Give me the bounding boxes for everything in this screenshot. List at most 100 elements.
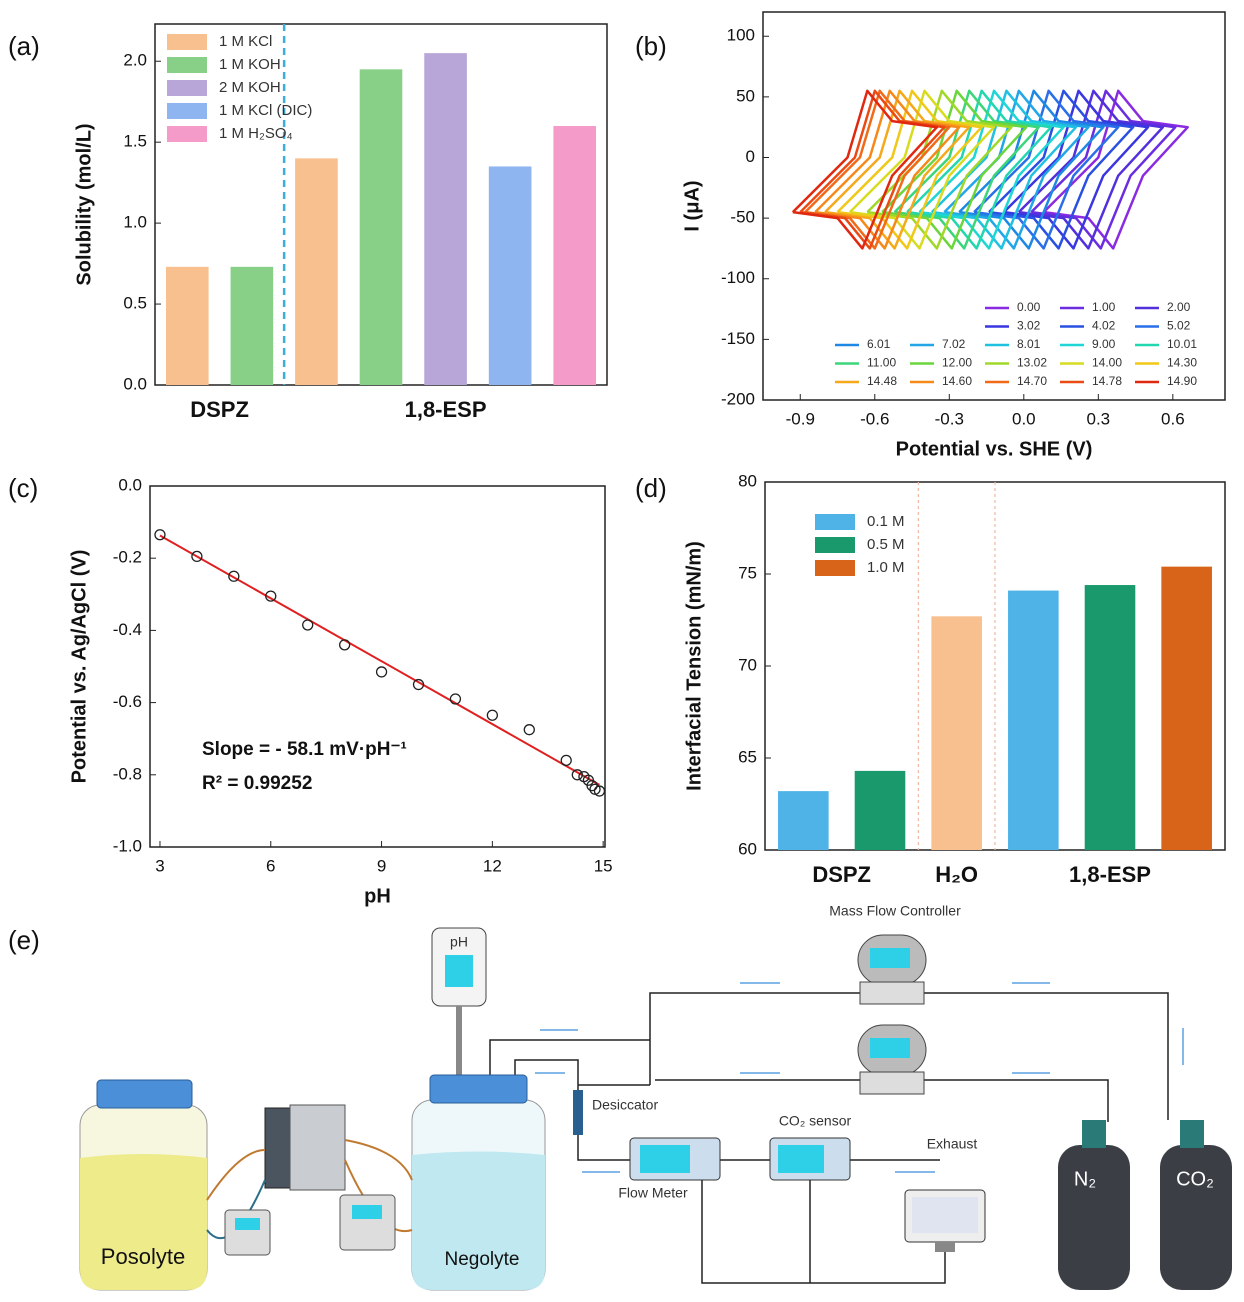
legend-label: 14.60 [942, 374, 972, 388]
cv-curve [814, 89, 961, 250]
y-tick-label: -100 [721, 268, 755, 287]
cv-curve [799, 89, 946, 250]
group-label: DSPZ [190, 397, 249, 422]
cv-curve [893, 89, 1040, 250]
legend-swatch [167, 57, 207, 73]
x-tick-label: -0.3 [935, 409, 964, 428]
plot-frame [762, 11, 1226, 401]
group-label: 1,8-ESP [405, 397, 487, 422]
legend-label: 8.01 [1017, 337, 1041, 351]
desiccator [573, 1090, 583, 1135]
data-point [449, 693, 462, 705]
flow-meter [629, 1137, 721, 1181]
y-tick-label: -150 [721, 329, 755, 348]
y-tick-label: 1.0 [123, 213, 147, 232]
fit-line [159, 534, 600, 786]
legend-label: 0.5 M [867, 536, 905, 553]
y-axis-title: Interfacial Tension (mN/m) [683, 541, 705, 791]
diagram: (e) Mass Flow Controller pH [8, 903, 1232, 1291]
label: Flow Meter [618, 1185, 688, 1201]
x-tick-label: 6 [266, 856, 275, 875]
y-tick-label: 0.0 [123, 374, 147, 393]
legend-label: 1.0 M [867, 559, 905, 576]
panel-label: (c) [8, 473, 38, 503]
cv-curve [804, 89, 951, 250]
group-label: 1,8-ESP [1069, 862, 1151, 887]
data-point [191, 550, 203, 563]
data-point [486, 709, 499, 721]
legend-swatch [815, 560, 855, 576]
computer [904, 1189, 986, 1252]
legend-label: 10.01 [1167, 337, 1197, 351]
data-point [523, 724, 535, 736]
legend-label: 12.00 [942, 356, 972, 370]
y-tick-label: 0.0 [118, 475, 142, 494]
legend-label: 1 M KOH [219, 56, 281, 73]
legend-label: 14.00 [1092, 356, 1122, 370]
bar [359, 69, 403, 385]
x-axis-title: pH [364, 885, 391, 907]
gas-cylinder [1058, 1120, 1232, 1290]
x-tick-label: 0.0 [1012, 409, 1036, 428]
arrows [535, 982, 1184, 1173]
legend-label: 14.78 [1092, 374, 1122, 388]
legend-label: 1 M KCl (DIC) [219, 102, 312, 119]
legend-label: 13.02 [1017, 356, 1047, 370]
label: Exhaust [927, 1136, 978, 1152]
x-tick-label: 3 [155, 856, 164, 875]
y-tick-label: -0.4 [113, 620, 142, 639]
legend-swatch [815, 514, 855, 530]
x-tick-label: 9 [377, 856, 386, 875]
legend-label: 3.02 [1017, 319, 1041, 333]
y-tick-label: 1.5 [123, 132, 147, 151]
data-point [593, 785, 606, 797]
data-point [154, 529, 166, 541]
label: Posolyte [101, 1244, 185, 1269]
y-tick-label: -200 [721, 389, 755, 408]
y-tick-label: -50 [730, 208, 755, 227]
legend-label: 14.48 [867, 374, 897, 388]
bar [1008, 590, 1059, 850]
co2-sensor [769, 1137, 851, 1181]
panel-label: (a) [8, 31, 40, 61]
y-tick-label: 50 [736, 86, 755, 105]
x-tick-label: 0.3 [1087, 409, 1111, 428]
legend-label: 1.00 [1092, 300, 1116, 314]
x-tick-label: -0.6 [860, 409, 889, 428]
label: CO₂ sensor [779, 1113, 852, 1129]
bar [854, 770, 906, 850]
legend-label: 2 M KOH [219, 79, 281, 96]
legend-label: 0.1 M [867, 513, 905, 530]
legend-swatch [815, 537, 855, 553]
data-point [265, 590, 277, 602]
bar [165, 266, 209, 385]
bar [931, 616, 982, 850]
y-tick-label: 0 [746, 147, 755, 166]
legend-label: 2.00 [1167, 300, 1191, 314]
y-axis-title: I (μA) [681, 180, 703, 231]
mass-flow-controller [857, 934, 927, 1095]
group-label: H₂O [935, 862, 978, 887]
label: Mass Flow Controller [829, 903, 961, 919]
group-label: DSPZ [812, 862, 871, 887]
y-tick-label: -1.0 [113, 836, 142, 855]
y-tick-label: 65 [738, 747, 757, 766]
bar [1161, 566, 1212, 850]
bar [230, 266, 274, 385]
cv-curve [1030, 89, 1177, 250]
data-point [571, 769, 583, 781]
legend-label: 1 M H₂SO₄ [219, 125, 293, 142]
y-axis-title: Solubility (mol/L) [73, 123, 95, 285]
y-tick-label: 0.5 [123, 294, 147, 313]
legend-label: 14.70 [1017, 374, 1047, 388]
cv-curve [836, 89, 983, 250]
cv-curve [791, 89, 939, 250]
legend-label: 4.02 [1092, 319, 1116, 333]
legend-label: 6.01 [867, 337, 891, 351]
y-axis-title: Potential vs. Ag/AgCl (V) [68, 550, 90, 784]
x-tick-label: 0.6 [1161, 409, 1185, 428]
panel-label: (d) [635, 473, 667, 503]
x-tick-label: 15 [594, 856, 613, 875]
bar [778, 791, 829, 850]
